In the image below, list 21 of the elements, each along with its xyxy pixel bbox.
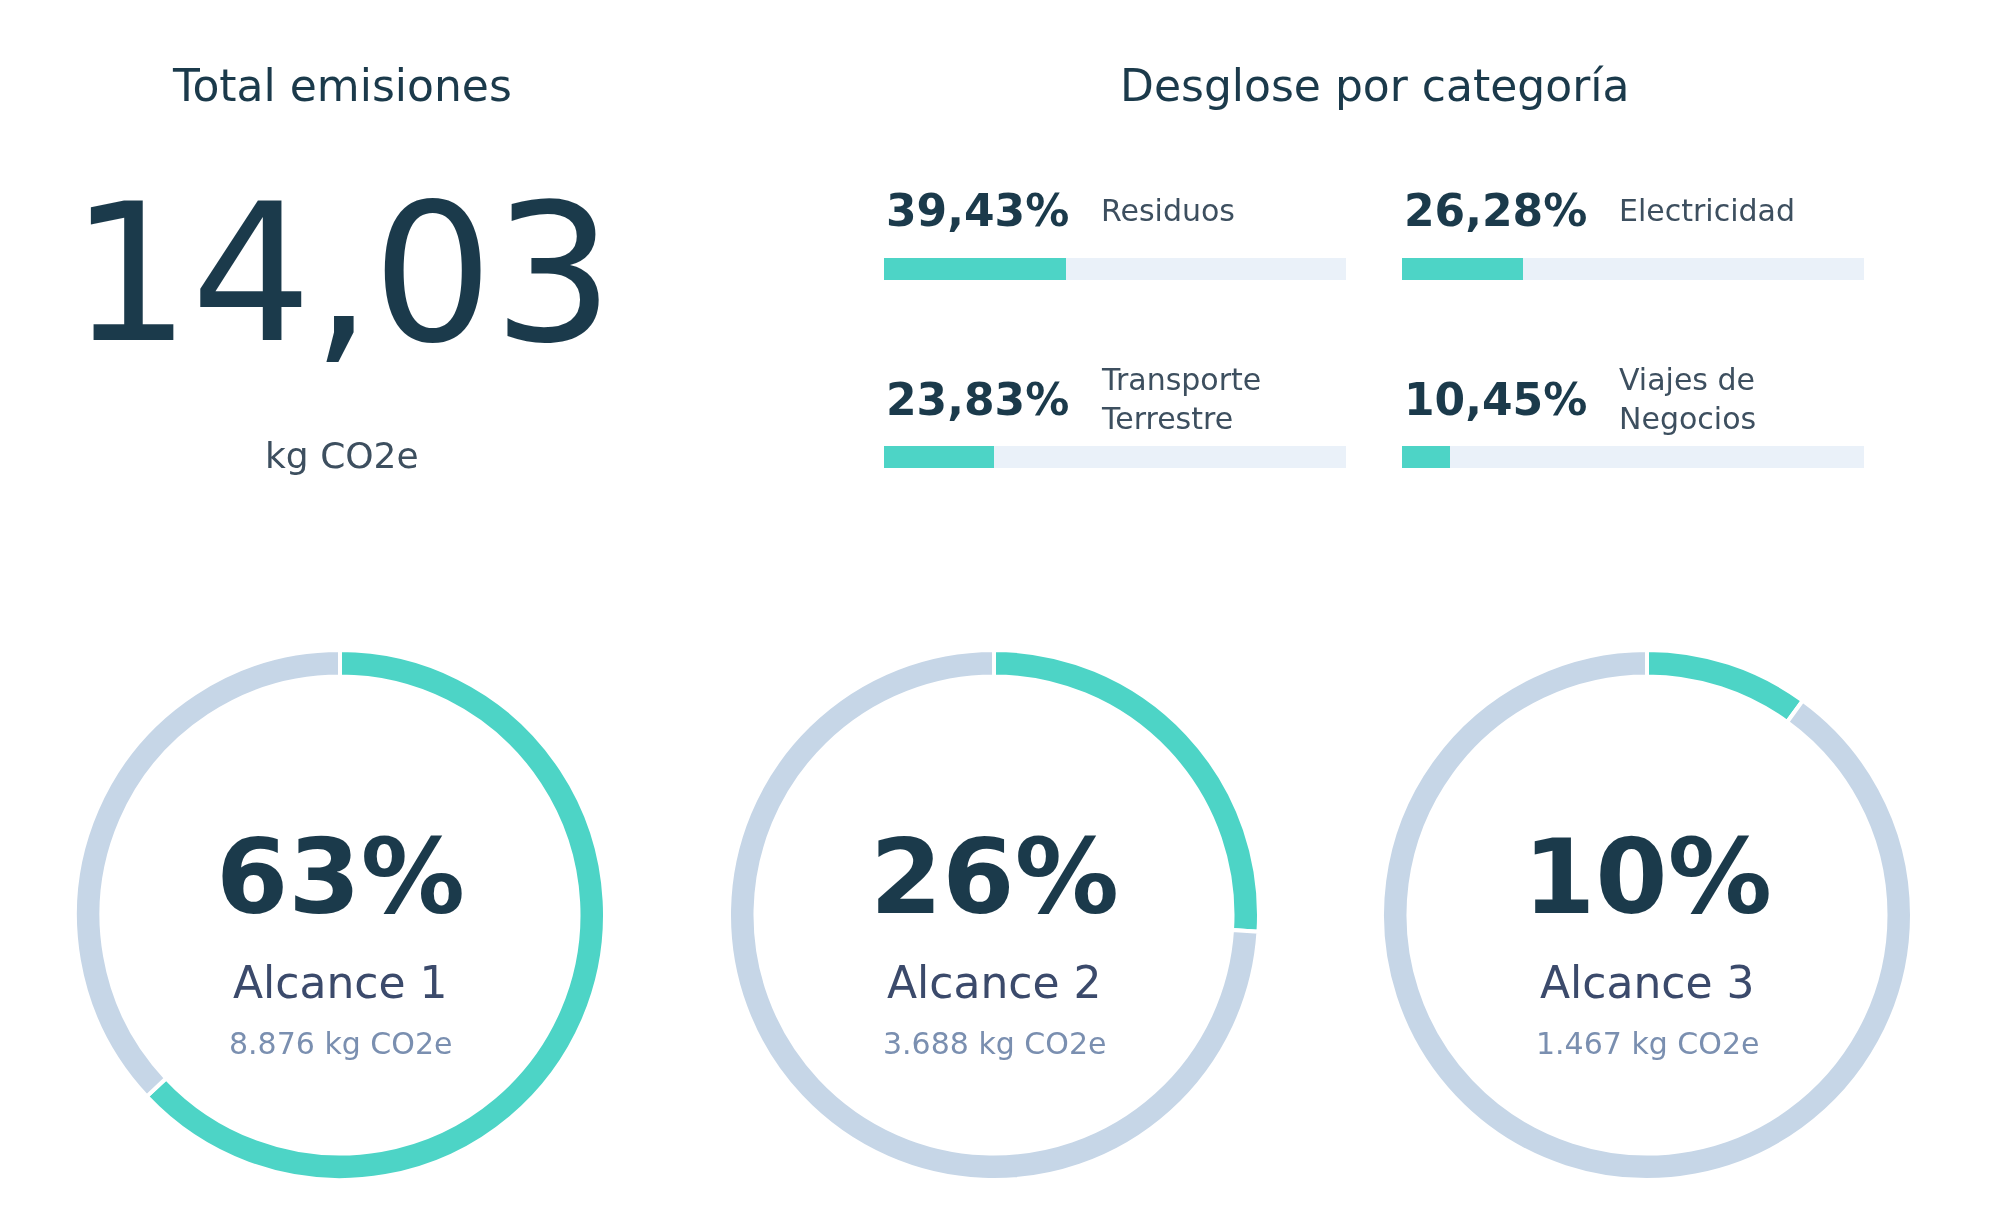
data-label: 39,43% — [886, 185, 1070, 236]
data-label: 10% — [1523, 816, 1772, 938]
data-label: 10,45% — [1404, 374, 1588, 425]
data-label: 26,28% — [1404, 185, 1588, 236]
text: 1.467 kg CO2e — [1536, 1026, 1760, 1061]
data-label: 23,83% — [886, 374, 1070, 425]
slice-label: Alcance 2 — [887, 957, 1102, 1008]
text: kg CO2e — [265, 435, 419, 476]
text: Total emisiones — [172, 60, 512, 111]
text: 8.876 kg CO2e — [229, 1026, 453, 1061]
data-label: 63% — [216, 816, 465, 938]
y-tick-label: Electricidad — [1619, 193, 1795, 228]
data-label: 26% — [870, 816, 1119, 938]
y-tick-label: Residuos — [1101, 193, 1235, 228]
y-tick-label: Viajes de Negocios — [1619, 362, 1757, 436]
slice-label: Alcance 3 — [1540, 957, 1755, 1008]
y-tick-label: Transporte Terrestre — [1101, 362, 1262, 436]
text: 14,03 — [70, 164, 614, 385]
slice-label: Alcance 1 — [233, 957, 448, 1008]
chart-title: Desglose por categoría — [1120, 60, 1630, 111]
text: 3.688 kg CO2e — [883, 1026, 1107, 1061]
